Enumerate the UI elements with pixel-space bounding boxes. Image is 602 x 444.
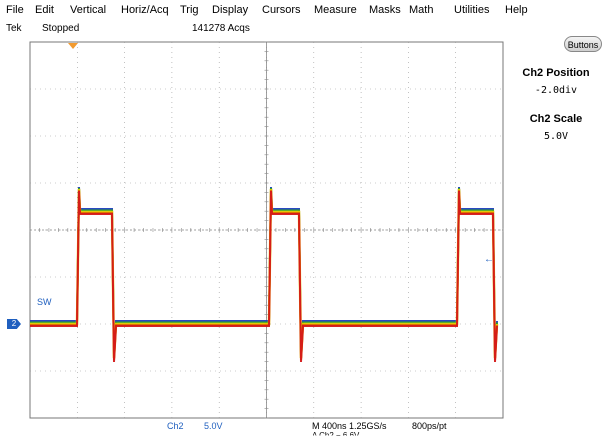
- acquisition-count: 141278 Acqs: [192, 23, 250, 34]
- menu-edit[interactable]: Edit: [35, 4, 54, 16]
- channel-ground-marker[interactable]: 2: [7, 319, 21, 329]
- menu-measure[interactable]: Measure: [314, 4, 357, 16]
- ch2-scale-title[interactable]: Ch2 Scale: [529, 113, 583, 125]
- menu-help[interactable]: Help: [505, 4, 528, 16]
- brand-label: Tek: [6, 23, 22, 34]
- menu-trig[interactable]: Trig: [180, 4, 199, 16]
- menu-cursors[interactable]: Cursors: [262, 4, 301, 16]
- menu-vertical[interactable]: Vertical: [70, 4, 107, 16]
- ch2-position-value[interactable]: -2.0div: [534, 85, 578, 96]
- channel-scale-readout[interactable]: 5.0V: [204, 421, 223, 431]
- menu-file[interactable]: File: [6, 4, 24, 16]
- timebase-readout[interactable]: M 400ns 1.25GS/s: [312, 421, 387, 431]
- resolution-readout[interactable]: 800ps/pt: [412, 421, 447, 431]
- menu-display[interactable]: Display: [212, 4, 249, 16]
- waveform-trace: [30, 189, 498, 361]
- ch2-scale-value[interactable]: 5.0V: [543, 131, 569, 142]
- side-control-panel: Ch2 Position -2.0div Ch2 Scale 5.0V: [510, 36, 602, 176]
- waveform-trace: [30, 190, 498, 363]
- menu-bar: File Edit Vertical Horiz/Acq Trig Display Curs…: [0, 0, 602, 20]
- trigger-readout[interactable]: A Ch2 ⌐ 6.6V: [312, 431, 360, 440]
- menu-masks[interactable]: Masks: [369, 4, 401, 16]
- trigger-level-arrow-icon[interactable]: ←: [484, 254, 494, 265]
- menu-utilities[interactable]: Utilities: [454, 4, 490, 16]
- run-state: Stopped: [42, 23, 80, 34]
- menu-horiz-acq[interactable]: Horiz/Acq: [121, 4, 169, 16]
- ch2-position-title[interactable]: Ch2 Position: [522, 67, 590, 79]
- menu-math[interactable]: Math: [409, 4, 434, 16]
- channel-readout[interactable]: Ch2: [167, 421, 184, 431]
- waveform-label[interactable]: SW: [37, 297, 52, 307]
- trigger-position-marker[interactable]: [68, 43, 78, 49]
- bottom-readout-bar: Ch2 5.0V M 400ns 1.25GS/s 800ps/pt A Ch2…: [0, 418, 602, 439]
- status-bar: Tek Stopped 141278 Acqs: [0, 20, 602, 42]
